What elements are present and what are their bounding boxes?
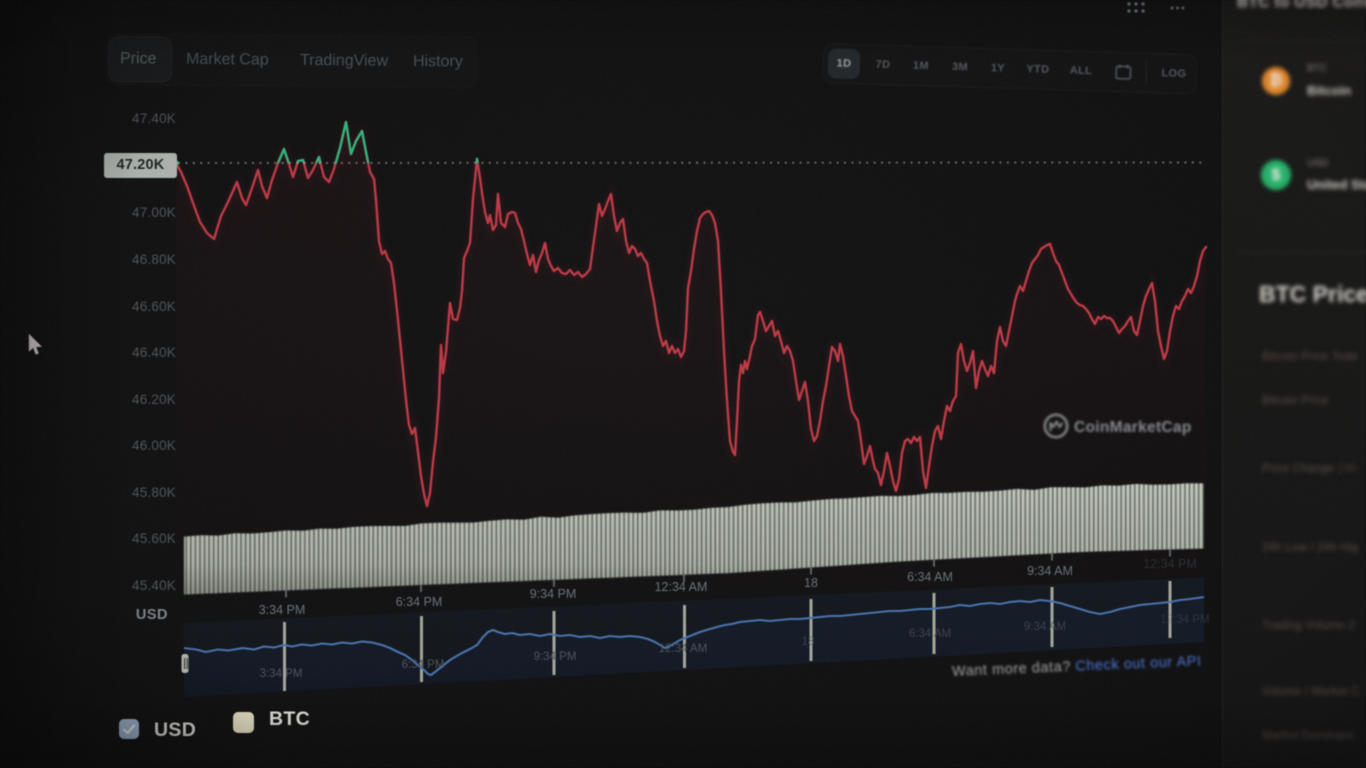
svg-text:CoinMarketCap: CoinMarketCap [1074, 419, 1192, 436]
